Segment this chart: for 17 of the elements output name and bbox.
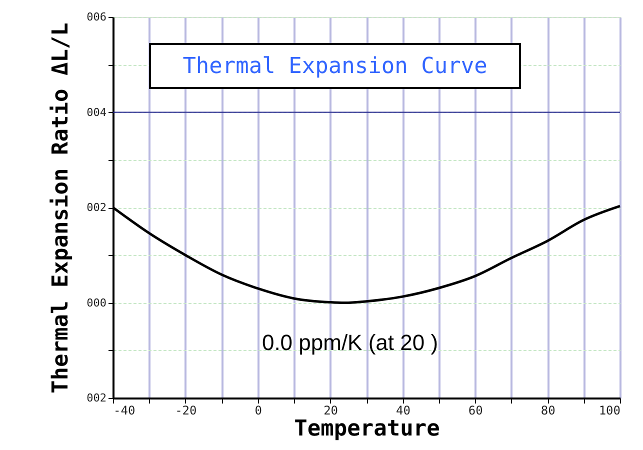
x-axis-title: Temperature [294, 416, 440, 442]
y-tick-label: 004 [86, 106, 107, 119]
annotation: 0.0 ppm/K (at 20 ) [262, 330, 438, 355]
x-tick-label: 100 [598, 404, 620, 418]
x-tick-label: 40 [396, 404, 410, 418]
x-tick-label: 60 [468, 404, 483, 418]
y-tick-label: 006 [86, 10, 106, 24]
y-tick-label: 002 [86, 201, 106, 214]
x-tick-label: 80 [540, 404, 556, 418]
y-axis-title: Thermal Expansion Ratio ΔL/L [48, 22, 74, 394]
x-tick-label: 20 [324, 404, 338, 418]
x-tick-label: 0 [254, 404, 262, 418]
text: Thermal Expansion Curve [182, 54, 488, 79]
y-tick-label: 000 [86, 296, 106, 310]
y-tick-label: 002 [86, 392, 106, 404]
x-tick-label: -20 [175, 404, 197, 418]
x-tick-label: -40 [114, 404, 136, 418]
